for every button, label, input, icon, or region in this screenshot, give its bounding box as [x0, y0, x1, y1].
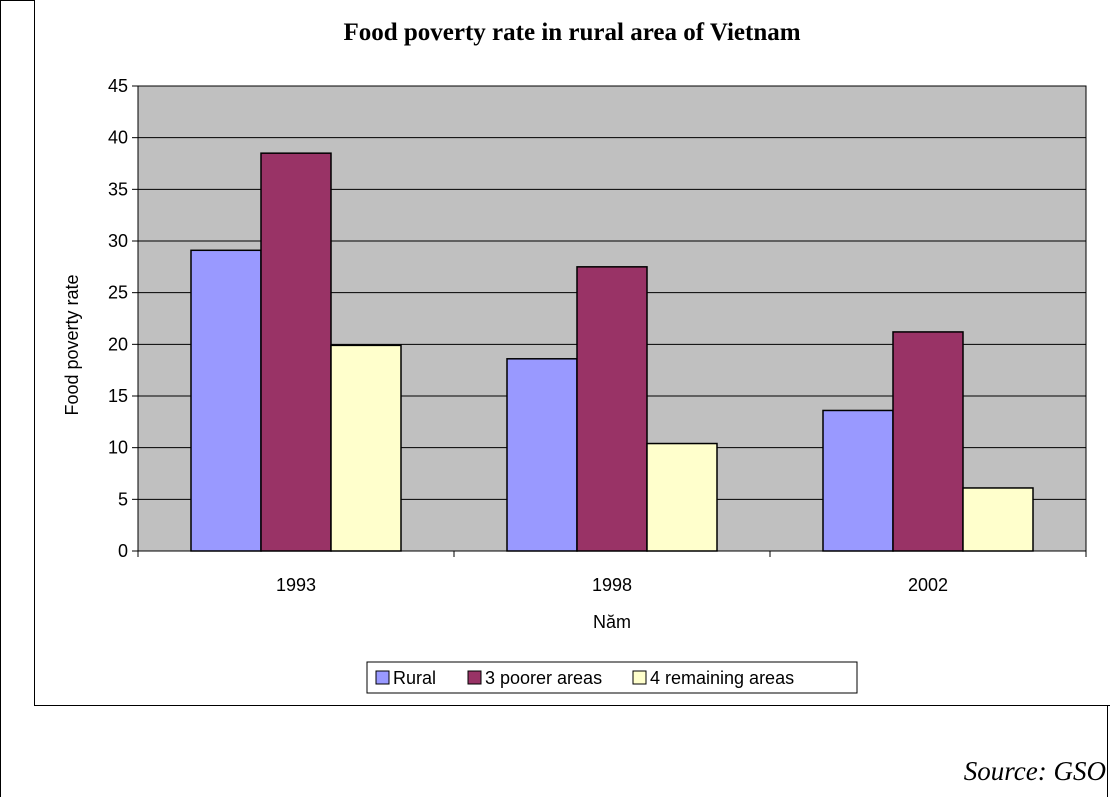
y-tick-label: 5 [118, 489, 128, 509]
y-tick-label: 35 [108, 179, 128, 199]
y-tick-label: 45 [108, 76, 128, 96]
legend-swatch [375, 670, 390, 685]
y-tick-label: 15 [108, 386, 128, 406]
chart-title: Food poverty rate in rural area of Vietn… [343, 19, 800, 46]
legend-swatch [467, 670, 482, 685]
legend-box [366, 661, 858, 694]
x-axis-label: Năm [593, 612, 631, 632]
bar-3-poorer-areas-1998 [576, 266, 648, 552]
y-axis-label: Food poverty rate [62, 274, 82, 415]
y-tick-label: 10 [108, 438, 128, 458]
bar-rural-1993 [190, 249, 262, 552]
legend-label: Rural [393, 668, 436, 688]
x-tick-label: 1993 [276, 575, 316, 595]
y-tick-label: 30 [108, 231, 128, 251]
bar-rural-1998 [506, 358, 578, 552]
bar-rural-2002 [822, 409, 894, 552]
bar-4-remaining-areas-2002 [962, 487, 1034, 552]
bar-4-remaining-areas-1998 [646, 442, 718, 552]
y-tick-label: 20 [108, 334, 128, 354]
y-tick-label: 0 [118, 541, 128, 561]
x-tick-label: 2002 [908, 575, 948, 595]
x-tick-label: 1998 [592, 575, 632, 595]
legend-swatch [632, 670, 647, 685]
y-tick-label: 40 [108, 128, 128, 148]
legend-label: 4 remaining areas [650, 668, 794, 688]
legend: Rural 3 poorer areas 4 remaining areas [366, 661, 858, 694]
y-tick-label: 25 [108, 283, 128, 303]
bar-3-poorer-areas-2002 [892, 331, 964, 552]
bar-4-remaining-areas-1993 [330, 344, 402, 552]
bar-3-poorer-areas-1993 [260, 152, 332, 552]
source-note: Source: GSO [963, 756, 1106, 786]
legend-label: 3 poorer areas [485, 668, 602, 688]
